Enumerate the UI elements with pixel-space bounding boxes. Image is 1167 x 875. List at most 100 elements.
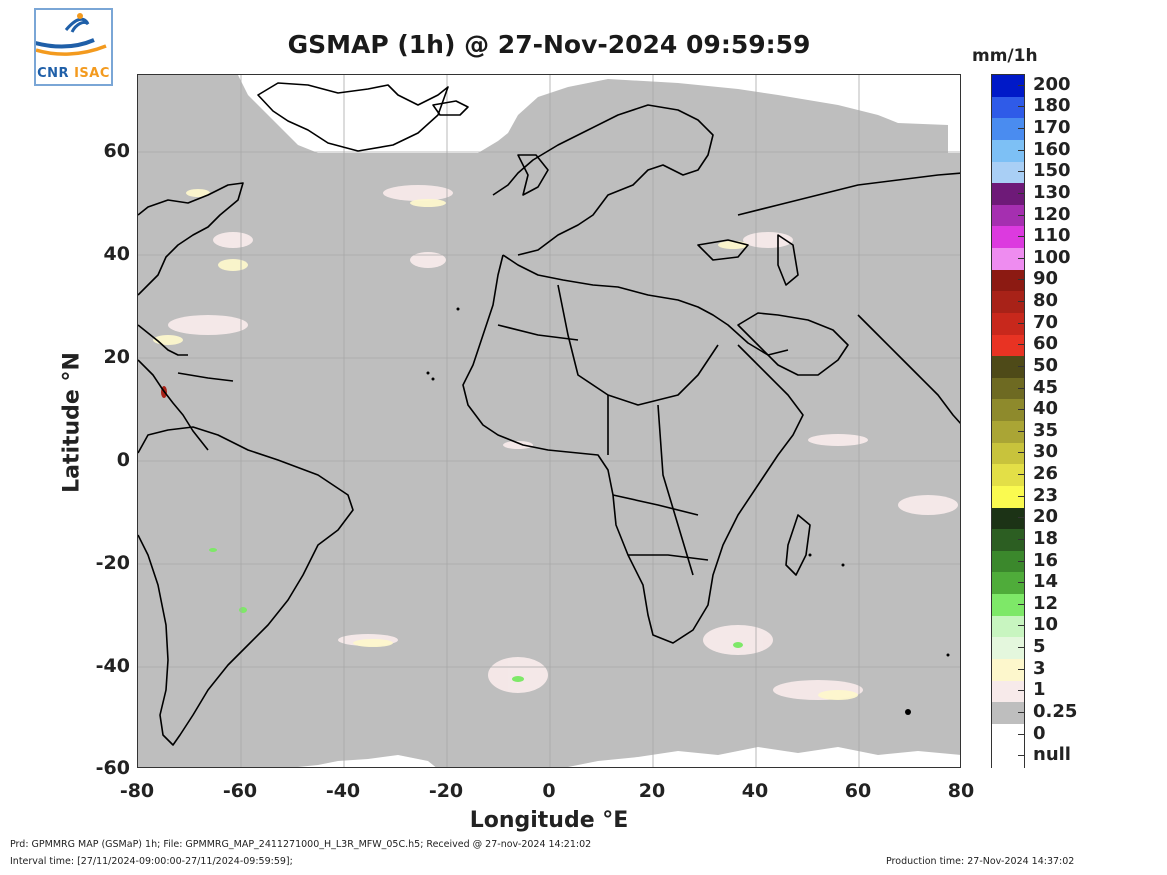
colorbar-label: 16	[1033, 549, 1059, 571]
colorbar-cell	[992, 637, 1024, 660]
colorbar-label: 23	[1033, 484, 1059, 506]
colorbar-label: 35	[1033, 419, 1059, 441]
colorbar-label: 70	[1033, 311, 1059, 333]
colorbar-cell	[992, 399, 1024, 422]
colorbar-tick	[1018, 582, 1025, 584]
colorbar-cell	[992, 96, 1024, 119]
colorbar-cell	[992, 594, 1024, 617]
colorbar-tick	[1018, 430, 1025, 432]
colorbar-label: 0.25	[1033, 700, 1078, 722]
colorbar-label: 30	[1033, 441, 1059, 463]
colorbar-label: 150	[1033, 160, 1071, 182]
colorbar-tick	[1018, 365, 1025, 367]
colorbar-tick	[1018, 257, 1025, 259]
colorbar-tick	[1018, 387, 1025, 389]
x-tick-label: 80	[947, 780, 975, 802]
colorbar-cell	[992, 464, 1024, 487]
colorbar-cell	[992, 312, 1024, 335]
colorbar-label: 60	[1033, 333, 1059, 355]
colorbar-label: 10	[1033, 614, 1059, 636]
colorbar-cell	[992, 615, 1024, 638]
colorbar-cell	[992, 723, 1024, 746]
islands	[426, 307, 950, 715]
colorbar-cell	[992, 507, 1024, 530]
colorbar-cell	[992, 139, 1024, 162]
colorbar-label: 130	[1033, 181, 1071, 203]
colorbar-label: 170	[1033, 117, 1071, 139]
precip-light	[168, 185, 958, 700]
colorbar-label: 0	[1033, 722, 1046, 744]
footer-product-info: Prd: GPMMRG MAP (GSMaP) 1h; File: GPMMRG…	[10, 839, 592, 850]
colorbar-tick	[1018, 517, 1025, 519]
colorbar-cell	[992, 291, 1024, 314]
x-tick-label: -60	[222, 780, 258, 802]
y-tick-label: 0	[116, 449, 130, 471]
colorbar-label: 180	[1033, 95, 1071, 117]
y-axis-label: Latitude °N	[59, 352, 85, 493]
x-tick-label: -80	[119, 780, 155, 802]
colorbar-cell	[992, 248, 1024, 271]
colorbar-tick	[1018, 409, 1025, 411]
map-plot-area	[137, 74, 961, 768]
y-tick-label: 40	[103, 243, 130, 265]
y-tick-label: -60	[95, 757, 130, 779]
colorbar-label: 200	[1033, 73, 1071, 95]
colorbar-tick	[1018, 171, 1025, 173]
colorbar-tick	[1018, 279, 1025, 281]
coastlines	[138, 82, 960, 746]
colorbar-cell	[992, 745, 1024, 768]
colorbar-label: 50	[1033, 354, 1059, 376]
colorbar-label: 80	[1033, 290, 1059, 312]
colorbar-cell	[992, 183, 1024, 206]
logo-cnr-text: CNR	[37, 66, 70, 81]
colorbar-tick	[1018, 733, 1025, 735]
colorbar-tick	[1018, 668, 1025, 670]
colorbar-tick	[1018, 711, 1025, 713]
colorbar-cell	[992, 442, 1024, 465]
footer-production-time: Production time: 27-Nov-2024 14:37:02	[886, 856, 1075, 867]
footer-interval-time: Interval time: [27/11/2024-09:00:00-27/1…	[10, 856, 293, 867]
colorbar-tick	[1018, 690, 1025, 692]
colorbar-tick	[1018, 128, 1025, 130]
y-tick-label: -40	[95, 655, 130, 677]
colorbar-tick	[1018, 495, 1025, 497]
colorbar-cell	[992, 356, 1024, 379]
colorbar-label: 12	[1033, 592, 1059, 614]
colorbar-tick	[1018, 149, 1025, 151]
gridlines	[138, 75, 960, 767]
x-tick-label: -40	[325, 780, 361, 802]
x-tick-label: 20	[638, 780, 666, 802]
colorbar-cell	[992, 75, 1024, 98]
colorbar-label: 14	[1033, 571, 1059, 593]
colorbar-cell	[992, 204, 1024, 227]
colorbar-cell	[992, 421, 1024, 444]
colorbar-label: 45	[1033, 376, 1059, 398]
colorbar-label: 40	[1033, 398, 1059, 420]
colorbar-cell	[992, 680, 1024, 703]
precip-green	[209, 548, 743, 682]
colorbar-tick	[1018, 538, 1025, 540]
colorbar-label: 100	[1033, 246, 1071, 268]
colorbar-label: 3	[1033, 657, 1046, 679]
logo-isac-text: ISAC	[74, 66, 110, 81]
colorbar-tick	[1018, 106, 1025, 108]
colorbar-tick	[1018, 452, 1025, 454]
colorbar-cell	[992, 226, 1024, 249]
colorbar-label: 20	[1033, 506, 1059, 528]
colorbar-tick	[1018, 755, 1025, 757]
colorbar-cell	[992, 377, 1024, 400]
map-canvas	[138, 75, 960, 767]
colorbar-tick	[1018, 84, 1025, 86]
x-tick-label: 0	[542, 780, 556, 802]
colorbar-label: 1	[1033, 679, 1046, 701]
colorbar-tick	[1018, 192, 1025, 194]
colorbar-tick	[1018, 560, 1025, 562]
cnr-isac-logo: CNR ISAC	[19, 8, 113, 86]
y-tick-label: 20	[103, 346, 130, 368]
y-tick-label: 60	[103, 140, 130, 162]
colorbar	[991, 74, 1025, 768]
colorbar-tick	[1018, 474, 1025, 476]
colorbar-tick	[1018, 625, 1025, 627]
colorbar-cell	[992, 269, 1024, 292]
colorbar-tick	[1018, 322, 1025, 324]
